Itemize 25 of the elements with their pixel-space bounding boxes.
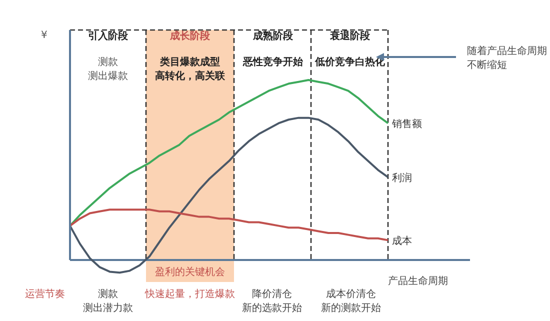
text: 成熟阶段 — [252, 30, 294, 44]
series-label: 利润 — [392, 172, 412, 184]
x-axis-title: 产品生命周期 — [388, 274, 448, 288]
text: 降价清仓 — [252, 289, 292, 300]
text: 恶性竞争开始 — [243, 57, 303, 68]
series-label: 销售额 — [391, 118, 422, 130]
text: 成本价清仓 — [325, 288, 377, 302]
text: 类目爆款成型 — [159, 56, 221, 70]
text: 成长阶段 — [169, 30, 211, 44]
text: 测出潜力款 — [82, 302, 134, 316]
text: 新的选款开始 — [241, 302, 303, 316]
text: 快速起量，打造爆款 — [144, 288, 236, 302]
text: 运营节奏 — [24, 288, 66, 302]
text: 测款 — [98, 289, 118, 300]
annotation: 盈利的关键机会 — [154, 266, 226, 280]
annotation: 高转化，高关联 — [154, 70, 226, 84]
text: 衰退阶段 — [329, 30, 371, 44]
text: 随着产品生命周期 — [467, 45, 548, 59]
annotation: 测出爆款 — [88, 71, 128, 82]
text: 不断缩短 — [467, 59, 508, 73]
y-axis-title: ¥ — [41, 30, 48, 41]
series-label: 成本 — [392, 235, 412, 248]
text: 测款 — [97, 56, 119, 70]
text: 引入阶段 — [87, 30, 129, 44]
text: 新的测款开始 — [320, 302, 382, 316]
